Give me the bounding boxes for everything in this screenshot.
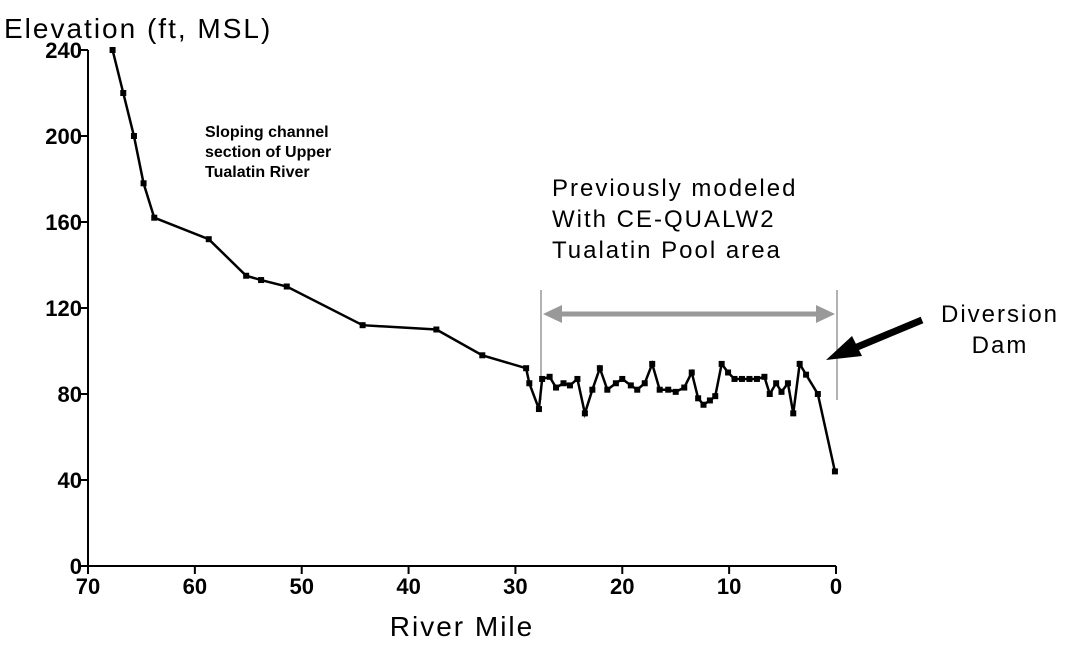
data-point [803, 371, 810, 378]
annotation: With CE-QUALW2 [552, 206, 776, 233]
data-point [738, 375, 745, 382]
data-point [151, 214, 158, 221]
data-point [773, 380, 780, 387]
data-point [560, 380, 567, 387]
dam-arrow [826, 316, 924, 360]
data-point [665, 386, 672, 393]
data-point [546, 373, 553, 380]
annotation: Sloping channel [205, 124, 329, 141]
x-tick-label: 70 [76, 574, 100, 599]
data-point [784, 380, 791, 387]
x-tick-label: 60 [183, 574, 207, 599]
data-point [433, 326, 440, 333]
data-point [479, 352, 486, 359]
data-point [205, 236, 212, 243]
pool-arrow [543, 305, 835, 323]
data-point [753, 375, 760, 382]
data-point [831, 468, 838, 475]
y-tick-label: 240 [45, 38, 82, 63]
x-tick-label: 20 [610, 574, 634, 599]
data-point [700, 401, 707, 408]
x-tick-label: 0 [830, 574, 842, 599]
data-point [656, 386, 663, 393]
annotation: Tualatin Pool area [552, 237, 782, 264]
y-tick-label: 120 [45, 296, 82, 321]
data-point [790, 410, 797, 417]
data-point [566, 382, 573, 389]
data-point [258, 277, 265, 284]
data-point [130, 133, 137, 139]
data-point [574, 375, 581, 382]
data-point [688, 369, 695, 376]
data-point [539, 375, 546, 382]
x-tick-label: 10 [717, 574, 741, 599]
data-point [672, 388, 679, 395]
data-point [634, 386, 641, 393]
data-point [649, 360, 656, 367]
data-point [526, 380, 533, 387]
data-point [695, 395, 702, 402]
data-point [140, 180, 147, 187]
data-point [581, 410, 588, 417]
data-point [523, 365, 530, 372]
data-point [109, 47, 116, 53]
data-point [627, 382, 634, 389]
data-point [596, 365, 603, 372]
data-point [359, 322, 366, 329]
y-tick-label: 0 [70, 554, 82, 579]
data-point [766, 391, 773, 397]
annotation: Previously modeled [552, 175, 797, 202]
data-point [731, 375, 738, 382]
data-point [243, 272, 250, 279]
annotation: Diversion [941, 301, 1059, 328]
data-point [778, 388, 785, 395]
annotation: Tualatin River [205, 164, 310, 181]
annotation: section of Upper [205, 144, 331, 161]
data-point [535, 406, 542, 413]
data-point [589, 386, 596, 393]
data-point [706, 397, 713, 404]
data-point [725, 369, 732, 376]
data-point [761, 373, 768, 380]
y-tick-label: 160 [45, 210, 82, 235]
data-point [604, 386, 611, 393]
data-point [796, 360, 803, 367]
x-tick-label: 50 [289, 574, 313, 599]
data-point [681, 384, 688, 391]
data-point [746, 375, 753, 382]
data-point [712, 393, 719, 400]
x-tick-label: 40 [396, 574, 420, 599]
data-point [283, 283, 290, 290]
y-tick-label: 40 [58, 468, 82, 493]
data-point [718, 360, 725, 367]
data-point [553, 384, 560, 391]
annotation: Dam [972, 332, 1029, 359]
x-tick-label: 30 [503, 574, 527, 599]
y-tick-label: 80 [58, 382, 82, 407]
data-point [619, 375, 626, 382]
y-tick-label: 200 [45, 124, 82, 149]
data-point [814, 391, 821, 397]
data-point [612, 380, 619, 387]
data-point [641, 380, 648, 387]
x-axis-label: River Mile [390, 611, 534, 642]
data-point [120, 90, 127, 96]
y-axis-label: Elevation (ft, MSL) [4, 13, 272, 44]
